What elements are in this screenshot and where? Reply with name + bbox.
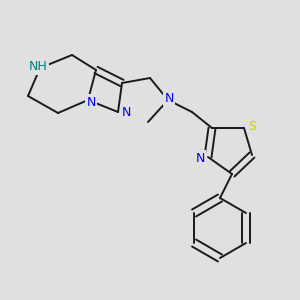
Text: N: N xyxy=(86,95,96,109)
Text: N: N xyxy=(195,152,205,164)
Text: N: N xyxy=(121,106,131,119)
Text: NH: NH xyxy=(28,61,47,74)
Text: S: S xyxy=(248,121,256,134)
Text: N: N xyxy=(164,92,174,104)
